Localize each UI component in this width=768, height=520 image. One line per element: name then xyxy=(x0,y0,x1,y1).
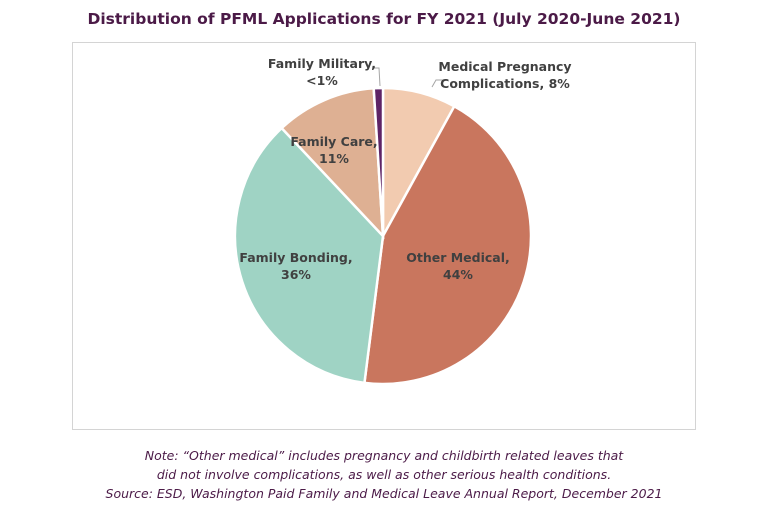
leader-line-0 xyxy=(431,79,448,88)
slice-label-4: Family Military, <1% xyxy=(268,56,376,88)
note-line-1: Note: “Other medical” includes pregnancy… xyxy=(144,448,624,463)
slice-label-2: Family Bonding, 36% xyxy=(239,250,352,282)
chart-title: Distribution of PFML Applications for FY… xyxy=(87,10,681,28)
slice-label-1: Other Medical, 44% xyxy=(406,250,510,282)
chart-notes: Note: “Other medical” includes pregnancy… xyxy=(0,446,768,503)
leader-line-4 xyxy=(372,67,381,87)
chart-frame xyxy=(72,42,696,430)
pie-slice-2 xyxy=(233,126,385,385)
slice-label-0: Medical Pregnancy Complications, 8% xyxy=(438,59,571,91)
pie-slice-1 xyxy=(363,104,533,386)
pie-slice-4 xyxy=(372,86,385,237)
note-line-2: did not involve complications, as well a… xyxy=(156,467,612,482)
pie-slice-3 xyxy=(279,86,385,240)
source-line: Source: ESD, Washington Paid Family and … xyxy=(105,486,663,501)
slice-label-3: Family Care, 11% xyxy=(290,134,377,166)
